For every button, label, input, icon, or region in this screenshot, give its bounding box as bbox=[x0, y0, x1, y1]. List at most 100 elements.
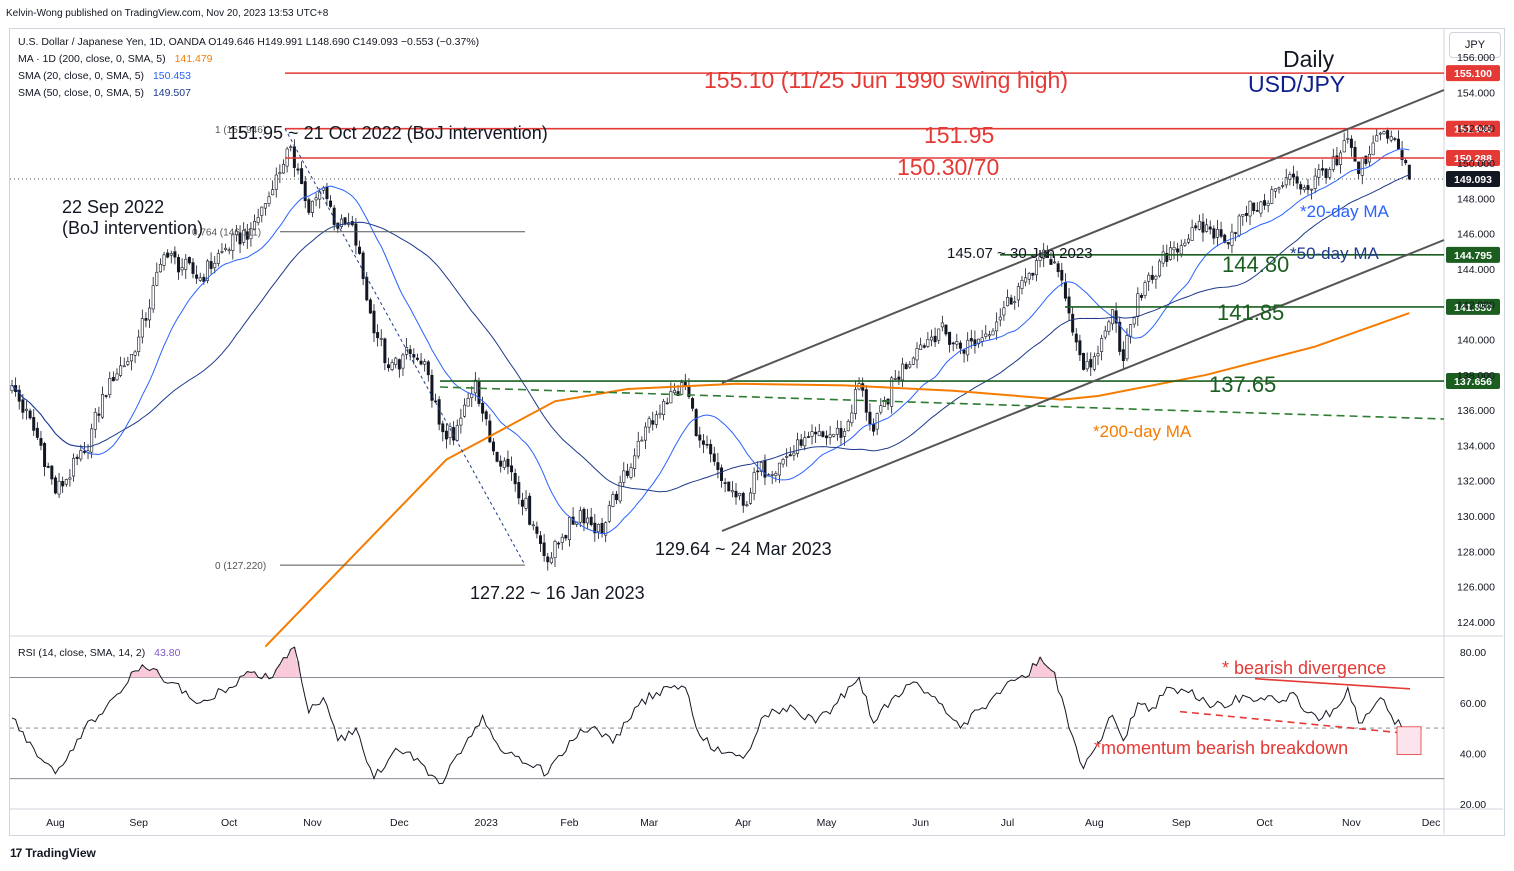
candle-body bbox=[1263, 200, 1267, 206]
candle-body bbox=[582, 508, 586, 524]
candle-body bbox=[1215, 229, 1219, 238]
candle-body bbox=[781, 459, 785, 465]
candle-body bbox=[133, 351, 137, 356]
candle-body bbox=[426, 361, 430, 376]
price-axis-tick: 156.000 bbox=[1457, 52, 1495, 64]
candle-body bbox=[564, 535, 568, 539]
candle-body bbox=[832, 433, 836, 437]
candle-body bbox=[611, 494, 615, 507]
candle-body bbox=[734, 490, 738, 498]
candle-body bbox=[662, 401, 666, 415]
candle-body bbox=[481, 402, 485, 414]
candle-body bbox=[184, 258, 188, 270]
candle-body bbox=[21, 399, 25, 413]
candle-body bbox=[1118, 321, 1122, 352]
candle-body bbox=[669, 391, 673, 404]
candle-body bbox=[140, 318, 144, 338]
candle-body bbox=[187, 257, 191, 264]
candle-body bbox=[745, 504, 749, 507]
rsi-overbought-fill bbox=[136, 670, 141, 678]
currency-button[interactable]: JPY bbox=[1449, 32, 1501, 58]
candle-body bbox=[1125, 335, 1129, 360]
candle-body bbox=[658, 412, 662, 415]
candle-body bbox=[748, 492, 752, 504]
rsi-axis-tick: 60.00 bbox=[1460, 698, 1486, 710]
price-axis-tick: 148.000 bbox=[1457, 193, 1495, 205]
candle-body bbox=[361, 252, 365, 279]
candle-body bbox=[1404, 159, 1408, 164]
candle-body bbox=[238, 232, 242, 245]
fib-100-label: 1 (151.946) bbox=[215, 125, 266, 136]
candle-body bbox=[824, 435, 828, 439]
ma200-legend[interactable]: MA · 1D (200, close, 0, SMA, 5) 141.479 bbox=[18, 53, 213, 65]
candle-body bbox=[1067, 296, 1071, 314]
candle-body bbox=[441, 423, 445, 433]
candle-body bbox=[919, 344, 923, 350]
candle-body bbox=[879, 405, 883, 413]
candle-body bbox=[694, 409, 698, 436]
candle-body bbox=[980, 337, 984, 342]
rsi-overbought-fill bbox=[147, 670, 152, 678]
candle-body bbox=[1335, 155, 1339, 166]
candle-body bbox=[1270, 189, 1274, 204]
candle-body bbox=[227, 249, 231, 252]
candle-body bbox=[390, 362, 394, 370]
candle-body bbox=[1016, 286, 1020, 301]
candle-body bbox=[1183, 242, 1187, 246]
sma50-legend[interactable]: SMA (50, close, 0, SMA, 5) 149.507 bbox=[18, 87, 191, 99]
candle-body bbox=[1389, 136, 1393, 141]
candle-body bbox=[220, 251, 224, 253]
candle-body bbox=[148, 307, 152, 321]
daily-label: Daily bbox=[1283, 46, 1335, 72]
sep-intervention-label: 22 Sep 2022 bbox=[62, 197, 164, 217]
candle-body bbox=[777, 462, 781, 476]
candle-body bbox=[155, 271, 159, 286]
candle-body bbox=[799, 439, 803, 446]
candle-body bbox=[806, 436, 810, 438]
candle-body bbox=[1277, 187, 1281, 190]
candle-body bbox=[137, 336, 141, 352]
candle-body bbox=[705, 443, 709, 446]
candle-body bbox=[448, 426, 452, 439]
candle-body bbox=[578, 510, 582, 523]
candle-body bbox=[115, 373, 119, 381]
time-axis-tick: Jul bbox=[1001, 817, 1014, 829]
price-axis-tick: 136.000 bbox=[1457, 405, 1495, 417]
candle-body bbox=[589, 516, 593, 525]
bearish-divergence-line bbox=[1254, 677, 1411, 690]
candle-body bbox=[278, 172, 282, 175]
time-axis-tick: Oct bbox=[221, 817, 237, 829]
candle-body bbox=[90, 428, 94, 453]
pair-label: USD/JPY bbox=[1248, 71, 1345, 97]
candle-body bbox=[1150, 274, 1154, 280]
candle-body bbox=[231, 233, 235, 251]
candle-body bbox=[727, 481, 731, 492]
jun-high-label: 145.07 ~ 30 Jun 2023 bbox=[947, 245, 1093, 262]
fib-diagonal bbox=[284, 128, 526, 566]
candle-body bbox=[904, 364, 908, 370]
candle-body bbox=[1317, 169, 1321, 178]
candle-body bbox=[339, 218, 343, 227]
candle-body bbox=[933, 335, 937, 343]
candle-body bbox=[1393, 138, 1397, 140]
candle-body bbox=[549, 557, 553, 564]
candle-body bbox=[864, 389, 868, 413]
rsi-overbought-fill bbox=[1052, 672, 1057, 678]
candle-body bbox=[1002, 307, 1006, 316]
candle-body bbox=[542, 542, 546, 557]
sma20-legend[interactable]: SMA (20, close, 0, SMA, 5) 150.453 bbox=[18, 70, 191, 82]
candle-body bbox=[683, 382, 687, 386]
candle-body bbox=[1299, 184, 1303, 190]
rsi-legend[interactable]: RSI (14, close, SMA, 14, 2) 43.80 bbox=[18, 647, 180, 659]
tradingview-footer[interactable]: 17 TradingView bbox=[10, 846, 96, 860]
candle-body bbox=[535, 526, 539, 534]
candle-body bbox=[1371, 142, 1375, 156]
candle-body bbox=[300, 168, 304, 184]
candle-body bbox=[253, 221, 257, 230]
rsi-overbought-fill bbox=[245, 671, 250, 678]
candle-body bbox=[911, 357, 915, 365]
candle-body bbox=[1103, 330, 1107, 338]
candle-body bbox=[958, 342, 962, 349]
candle-body bbox=[629, 467, 633, 478]
